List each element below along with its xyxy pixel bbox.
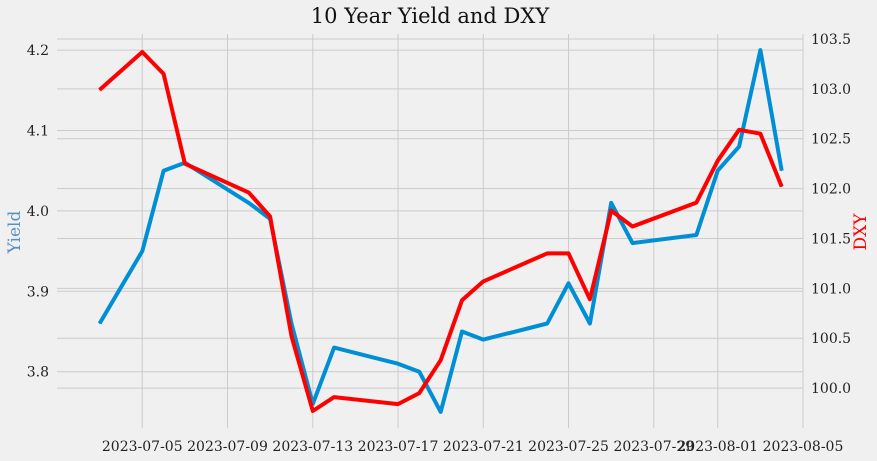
y-tick-label-right: 100.5 (811, 331, 851, 347)
yield-data-point (631, 242, 633, 244)
x-tick-label: 2023-07-09 (187, 439, 268, 455)
y-tick-label-left: 3.9 (27, 284, 49, 300)
y-tick-label-left: 4.2 (27, 43, 49, 59)
x-tick-label: 2023-07-21 (443, 439, 524, 455)
grid (57, 34, 804, 428)
yield-data-point (568, 282, 570, 284)
yield-data-point (589, 322, 591, 324)
dxy-data-point (248, 192, 250, 194)
dxy-data-point (418, 392, 420, 394)
x-tick-label: 2023-07-05 (102, 439, 183, 455)
x-tick-label: 2023-08-05 (763, 439, 844, 455)
dxy-data-point (163, 73, 165, 75)
dxy-data-point (269, 216, 271, 218)
dxy-data-point (290, 335, 292, 337)
dxy-data-point (440, 359, 442, 361)
yield-data-point (781, 170, 783, 172)
yield-series-line (97, 48, 784, 414)
y-tick-label-right: 102.0 (811, 182, 851, 198)
y-tick-label-right: 103.0 (811, 82, 851, 98)
yield-data-point (163, 170, 165, 172)
y-tick-label-left: 3.8 (27, 365, 49, 381)
x-tick-label: 2023-07-13 (272, 439, 353, 455)
yield-data-point (482, 339, 484, 341)
dxy-data-point (738, 129, 740, 131)
dxy-data-point (568, 252, 570, 254)
y-tick-label-right: 101.0 (811, 281, 851, 297)
y-tick-label-left: 4.0 (27, 204, 49, 220)
dxy-data-point (184, 163, 186, 165)
dxy-data-point (759, 133, 761, 135)
series-layer (97, 48, 784, 414)
dxy-data-point (610, 210, 612, 212)
y-tick-label-right: 100.0 (811, 381, 851, 397)
dxy-data-point (141, 51, 143, 53)
y-tick-label-right: 102.5 (811, 132, 851, 148)
yield-data-point (546, 322, 548, 324)
dxy-data-point (99, 89, 101, 91)
yield-data-point (397, 363, 399, 365)
dxy-data-point (397, 403, 399, 405)
tick-labels: 2023-07-05 2023-07-09 2023-07-13 2023-07-17… (27, 32, 851, 455)
x-tick-label: 2023-07-29 (613, 439, 694, 455)
dxy-data-point (781, 186, 783, 188)
dxy-data-point (546, 252, 548, 254)
y-tick-label-right: 103.5 (811, 32, 851, 48)
dxy-series-line (98, 50, 784, 413)
yield-data-point (418, 371, 420, 373)
x-tick-label: 2023-07-17 (358, 439, 439, 455)
y-axis-label-left: Yield (5, 211, 25, 255)
yield-data-point (695, 234, 697, 236)
yield-data-point (440, 411, 442, 413)
dxy-data-point (482, 280, 484, 282)
yield-data-point (610, 202, 612, 204)
dxy-data-point (589, 298, 591, 300)
yield-data-point (99, 322, 101, 324)
y-axis-label-right: DXY (851, 213, 871, 251)
chart-title: 10 Year Yield and DXY (311, 4, 551, 28)
yield-data-point (461, 331, 463, 333)
yield-data-point (717, 170, 719, 172)
dxy-data-point (695, 202, 697, 204)
dxy-data-point (717, 160, 719, 162)
yield-data-point (141, 250, 143, 252)
yield-data-point (738, 146, 740, 148)
yield-data-point (248, 202, 250, 204)
dxy-data-point (631, 226, 633, 228)
yield-data-point (333, 347, 335, 349)
dxy-data-point (461, 299, 463, 301)
dxy-data-point (333, 396, 335, 398)
x-tick-label: 2023-08-01 (677, 439, 758, 455)
y-tick-label-right: 101.5 (811, 231, 851, 247)
dxy-data-point (312, 410, 314, 412)
yield-data-point (759, 49, 761, 51)
y-tick-label-left: 4.1 (27, 123, 49, 139)
x-tick-label: 2023-07-25 (528, 439, 609, 455)
